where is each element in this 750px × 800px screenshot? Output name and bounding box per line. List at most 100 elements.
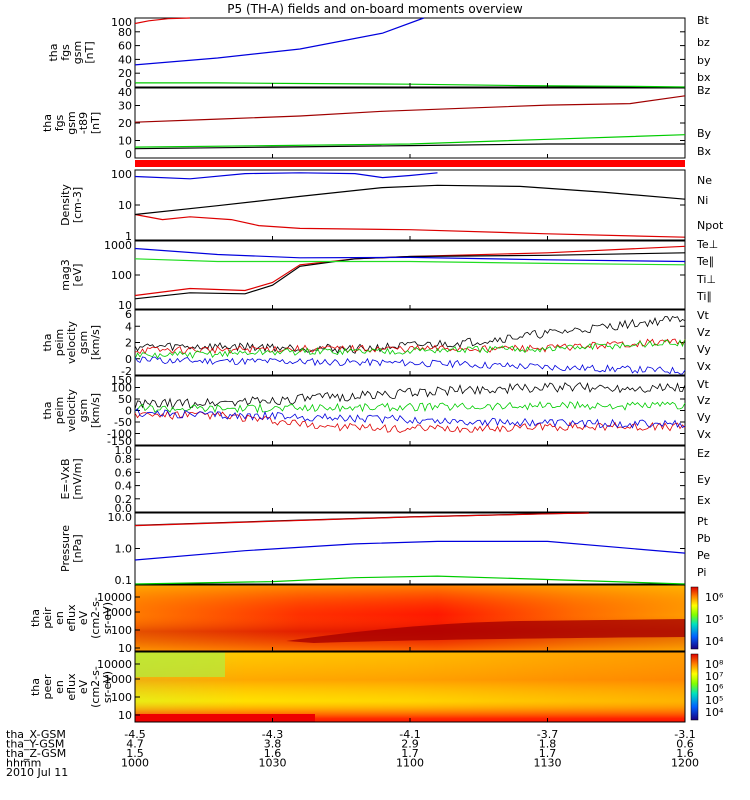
y-tick-label: 0	[125, 353, 132, 366]
legend-label: bx	[697, 71, 711, 84]
y-tick-label: 0	[125, 148, 132, 161]
legend-label: Ne	[697, 174, 712, 187]
y-axis-label: Density[cm-3]	[59, 184, 84, 226]
y-tick-label: 10.0	[108, 511, 133, 524]
y-tick-label: 4	[125, 320, 132, 333]
legend-label: Vx	[697, 360, 712, 373]
y-tick-label: 100	[111, 624, 132, 637]
y-tick-label: 100	[111, 691, 132, 704]
panel-4: 1000 100 10 Te⊥ Te∥ Ti⊥ Ti∥ mag3[eV]	[59, 238, 718, 312]
x-axis-value: -4.3	[262, 728, 283, 741]
y-tick-label: -150	[107, 435, 132, 448]
y-tick-label: 0.1	[115, 574, 133, 587]
legend-label: Vz	[697, 326, 711, 339]
series-line	[134, 134, 686, 148]
x-axis-value: -4.5	[124, 728, 145, 741]
series-line	[134, 400, 686, 414]
legend-label: Te⊥	[696, 238, 718, 251]
y-tick-label: 40	[118, 53, 132, 66]
y-tick-label: 150	[111, 374, 132, 387]
y-axis-label: Pressure[nPa]	[59, 525, 84, 572]
y-tick-label: 100	[111, 269, 132, 282]
y-tick-label: 0.2	[115, 493, 133, 506]
y-axis-label: thapeimvelocitygsm[km/s]	[41, 321, 102, 364]
y-tick-label: 0.4	[115, 480, 133, 493]
colorbar-tick-label: 10⁴	[705, 706, 724, 719]
y-tick-label: 10000	[97, 658, 132, 671]
chart-title: P5 (TH-A) fields and on-board moments ov…	[227, 2, 523, 16]
x-axis-value: 1.7	[401, 747, 419, 760]
x-axis-row-label: tha_X-GSM	[6, 728, 66, 741]
series-line	[134, 407, 686, 429]
y-tick-label: 0.8	[115, 453, 133, 466]
series-line	[134, 17, 191, 25]
spectrogram-overlay	[135, 585, 685, 651]
y-tick-label: 0	[125, 405, 132, 418]
series-line	[134, 172, 438, 180]
spectrogram-feature	[135, 652, 225, 677]
series-line	[134, 17, 425, 66]
y-tick-label: 10	[118, 199, 132, 212]
colorbar-tick-label: 10⁶	[705, 682, 724, 695]
y-tick-label: 1000	[104, 239, 132, 252]
series-line	[134, 338, 686, 355]
x-axis-value: -4.1	[399, 728, 420, 741]
series-line	[134, 247, 686, 263]
spectrogram-feature	[135, 714, 315, 722]
series-line	[134, 252, 686, 300]
series-line	[134, 410, 686, 434]
series-line	[134, 315, 686, 354]
x-axis-value: -3.7	[537, 728, 558, 741]
x-axis-value: 0.6	[676, 738, 694, 751]
series-line	[134, 213, 686, 238]
legend-label: Ti∥	[696, 290, 712, 303]
y-axis-label: thapeerenefluxeV(cm2-s-sr-eV)	[29, 666, 114, 708]
y-tick-label: 1.0	[115, 444, 133, 457]
y-tick-label: -50	[114, 416, 132, 429]
series-line	[134, 184, 686, 216]
legend-label: by	[697, 54, 711, 67]
series-line	[134, 258, 686, 266]
separator-bar	[135, 160, 685, 167]
y-tick-label: 0.6	[115, 466, 133, 479]
panel-frame	[134, 445, 686, 513]
x-axis-value: 1.6	[264, 747, 282, 760]
x-axis-value: 1130	[534, 757, 562, 770]
legend-label: Bz	[697, 84, 711, 97]
panels-group: 100806040200Btbzbybxthafgsgsm[nT]4030201…	[29, 14, 724, 723]
colorbar-tick-label: 10⁵	[705, 694, 723, 707]
series-line	[134, 339, 686, 360]
y-axis-label: mag3[eV]	[59, 259, 84, 290]
x-axis-value: -3.1	[674, 728, 695, 741]
y-tick-label: 100	[111, 168, 132, 181]
series-line	[134, 245, 686, 297]
legend-label: Bt	[697, 14, 710, 27]
y-tick-label: 2	[125, 337, 132, 350]
spectrogram-overlay	[135, 652, 685, 722]
y-tick-label: 1000	[104, 673, 132, 686]
colorbar-tick-label: 10⁶	[705, 591, 724, 604]
x-axis-value: 1.6	[676, 747, 694, 760]
legend-label: Vy	[697, 411, 711, 424]
y-tick-label: 1000	[104, 606, 132, 619]
colorbar	[690, 653, 699, 721]
legend-label: Ti⊥	[696, 273, 716, 286]
y-tick-label: 30	[118, 100, 132, 113]
series-line	[134, 575, 686, 585]
panel-9: 10000 1000 100 10 10⁶ 10⁵ 10⁴ thapeirenefluxeV(…	[29, 584, 724, 655]
y-tick-label: 0	[125, 77, 132, 90]
legend-label: Vt	[697, 378, 710, 391]
x-axis-row-label: tha_Z-GSM	[6, 747, 66, 760]
y-tick-label: 10	[118, 642, 132, 655]
panel-7: 1.00.80.60.40.20.0 Ez Ey Ex E=-VxB[mV/m]	[59, 444, 711, 515]
x-axis-value: 1.7	[539, 747, 557, 760]
legend-label: Pe	[697, 549, 710, 562]
legend-label: Ey	[697, 473, 711, 486]
y-tick-label: 10000	[97, 591, 132, 604]
legend-label: bz	[697, 36, 710, 49]
y-tick-label: 20	[118, 67, 132, 80]
y-axis-label: thafgsgsm[nT]	[47, 41, 96, 64]
